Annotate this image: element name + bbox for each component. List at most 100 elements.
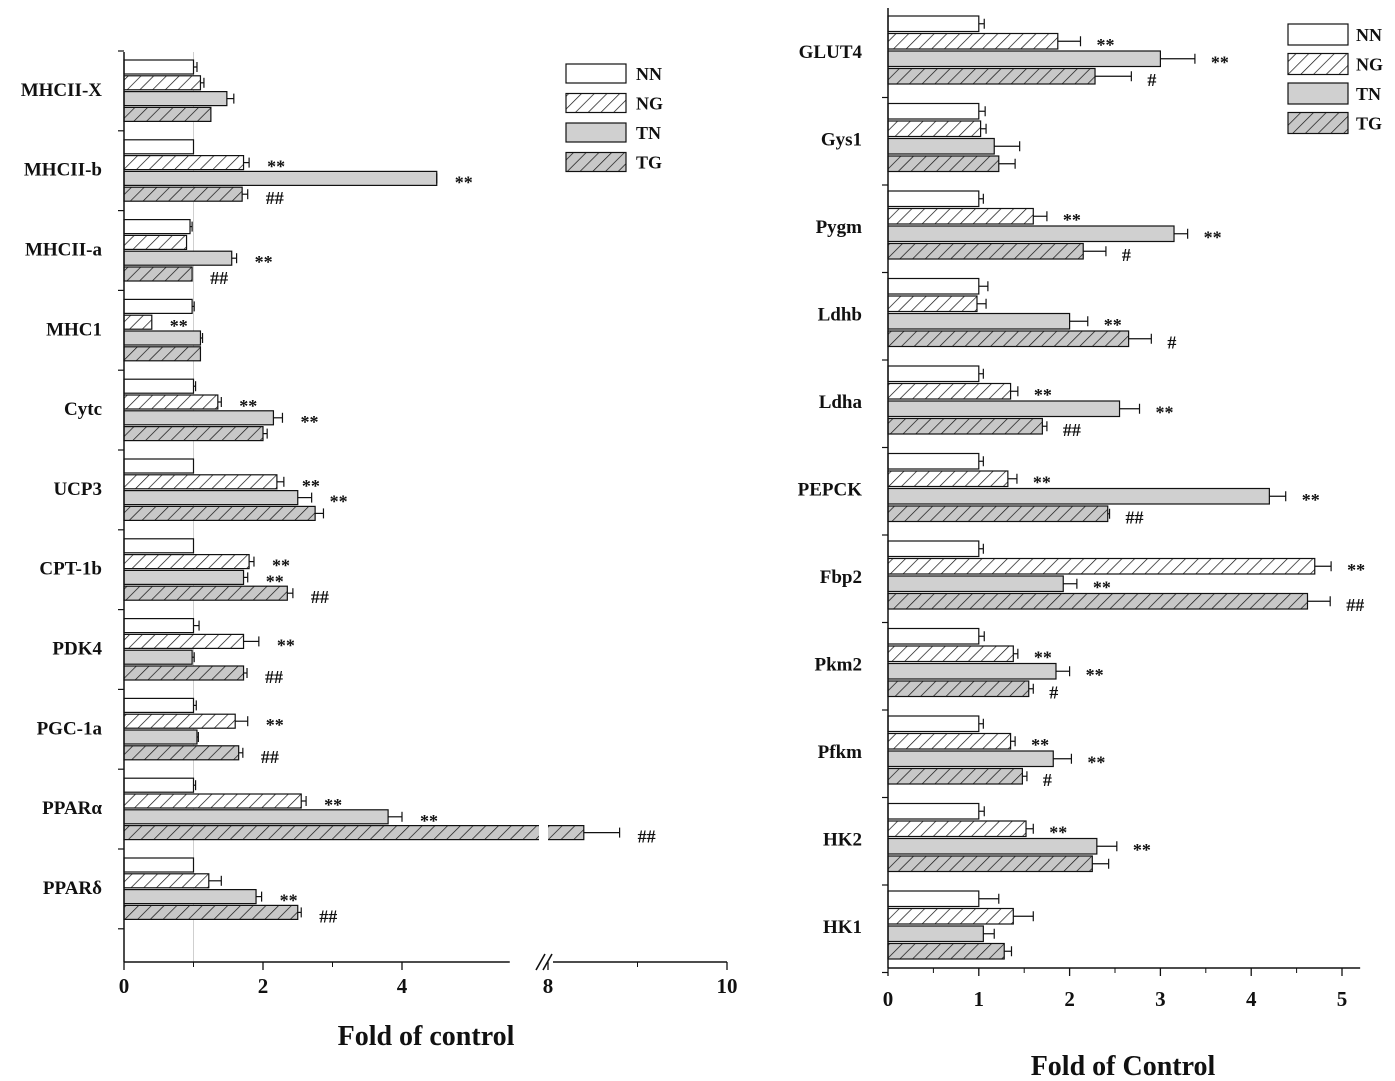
right-significance-mark: **	[1093, 578, 1111, 598]
right-category-label: Pfkm	[818, 742, 863, 763]
right-bar-hk2-tn	[887, 837, 1098, 855]
right-category-label: Ldhb	[818, 304, 862, 325]
left-bar-mhc1-nn	[123, 298, 193, 314]
left-bar-cpt-1b-tg	[123, 585, 288, 601]
right-bar-gys1-nn	[887, 102, 980, 120]
right-bar-ldhb-ng	[887, 295, 978, 313]
left-category-label: PPARα	[42, 798, 102, 819]
right-group-pfkm: Pfkm ** ** #	[818, 715, 1105, 799]
left-bar-ppar-tg	[123, 824, 585, 841]
left-bar-mhcii-x-tg	[123, 106, 212, 123]
left-significance-mark: **	[277, 635, 295, 655]
right-significance-mark: ##	[1126, 508, 1144, 528]
right-significance-mark: **	[1049, 823, 1067, 843]
left-bar-mhc1-tn	[123, 330, 202, 346]
left-bar-mhcii-a-tg	[123, 266, 193, 282]
right-x-tick-label: 4	[1246, 987, 1257, 1011]
right-bar-glut4-tg	[887, 67, 1096, 85]
left-x-tick-label: 2	[258, 974, 269, 998]
right-group-fbp2: Fbp2 ** ** ##	[820, 540, 1365, 624]
right-category-label: HK1	[823, 917, 862, 938]
left-significance-mark: **	[272, 556, 290, 576]
left-group-ppar: PPARδ**##	[43, 848, 337, 926]
left-bar-mhcii-a-ng	[123, 234, 188, 250]
right-significance-mark: **	[1104, 315, 1122, 335]
right-bar-pfkm-nn	[887, 715, 980, 733]
right-category-label: HK2	[823, 829, 862, 850]
right-bar-glut4-ng	[887, 32, 1059, 50]
left-legend-swatch-ng	[565, 92, 627, 114]
left-significance-mark: **	[266, 715, 284, 735]
left-x-axis-label: Fold of control	[338, 1021, 515, 1052]
right-bar-pfkm-tn	[887, 750, 1054, 768]
right-legend-label: TG	[1356, 114, 1382, 134]
left-category-label: MHCII-b	[24, 160, 102, 181]
right-significance-mark: **	[1086, 665, 1104, 685]
right-significance-mark: ##	[1346, 595, 1364, 615]
right-x-tick-label: 5	[1337, 987, 1348, 1011]
right-group-gys1: Gys1	[821, 102, 1021, 186]
left-category-label: MHC1	[46, 319, 102, 340]
left-bar-ppar-nn	[123, 857, 195, 873]
left-bar-pgc-1a-ng	[123, 713, 236, 729]
left-bar-mhcii-b-tg	[123, 186, 243, 202]
right-bar-pkm2-tg	[887, 680, 1030, 698]
right-significance-mark: #	[1122, 245, 1131, 265]
left-category-label: PDK4	[52, 639, 102, 660]
right-bar-glut4-nn	[887, 15, 980, 33]
right-bar-ldhb-nn	[887, 277, 980, 295]
right-bar-gys1-tg	[887, 155, 1000, 173]
right-category-label: Gys1	[821, 129, 862, 150]
left-bar-mhcii-b-tn	[123, 170, 438, 186]
right-group-hk1: HK1	[823, 890, 1034, 974]
left-legend-label: NG	[636, 94, 663, 114]
left-bar-cytc-tn	[123, 410, 275, 426]
right-x-tick-label: 0	[883, 987, 894, 1011]
left-bar-pgc-1a-nn	[123, 697, 195, 714]
left-bar-cpt-1b-ng	[123, 553, 250, 570]
right-bar-gys1-tn	[887, 137, 995, 155]
right-bar-pfkm-tg	[887, 767, 1023, 785]
right-group-glut4: GLUT4 ** ** #	[799, 15, 1229, 99]
right-group-pkm2: Pkm2 ** ** #	[815, 627, 1104, 711]
right-bar-fbp2-nn	[887, 540, 980, 558]
left-significance-mark: ##	[638, 827, 656, 847]
left-axis-break-mark	[542, 953, 553, 971]
left-bar-ucp3-tn	[123, 490, 299, 506]
left-significance-mark: **	[255, 252, 273, 272]
left-legend-label: NN	[636, 64, 662, 84]
left-legend-swatch-nn	[565, 63, 627, 84]
right-bar-hk2-ng	[887, 820, 1027, 838]
right-bar-pkm2-ng	[887, 645, 1014, 663]
left-axis-break	[535, 823, 553, 971]
right-bar-pepck-ng	[887, 470, 1009, 488]
left-bar-ppar-ng	[123, 793, 302, 809]
right-group-pygm: Pygm ** ** #	[816, 190, 1222, 274]
left-legend-swatch-tn	[565, 122, 627, 143]
left-bar-mhcii-x-nn	[123, 59, 195, 75]
right-bar-ldhb-tg	[887, 330, 1130, 348]
left-bar-break-gap	[539, 823, 548, 842]
right-significance-mark: **	[1031, 735, 1049, 755]
right-bar-glut4-tn	[887, 50, 1161, 68]
left-category-label: CPT-1b	[39, 559, 102, 580]
left-significance-mark: **	[302, 476, 320, 496]
left-bar-cpt-1b-nn	[123, 538, 195, 554]
right-legend-swatch-tg	[1287, 111, 1349, 135]
left-bar-mhcii-a-nn	[123, 219, 191, 235]
right-bar-pepck-tg	[887, 505, 1109, 523]
right-legend-label: NN	[1356, 25, 1382, 45]
right-bar-ldha-nn	[887, 365, 980, 383]
right-significance-mark: **	[1063, 210, 1081, 230]
right-significance-mark: **	[1096, 35, 1114, 55]
right-bar-hk1-nn	[887, 890, 980, 908]
left-bar-mhc1-ng	[123, 314, 153, 330]
right-bar-ldha-tn	[887, 400, 1121, 418]
left-significance-mark: ##	[319, 906, 337, 926]
right-category-label: Pygm	[816, 217, 863, 238]
right-bar-pygm-ng	[887, 207, 1034, 225]
left-category-label: MHCII-a	[25, 240, 103, 261]
left-bar-ucp3-tg	[123, 505, 316, 521]
